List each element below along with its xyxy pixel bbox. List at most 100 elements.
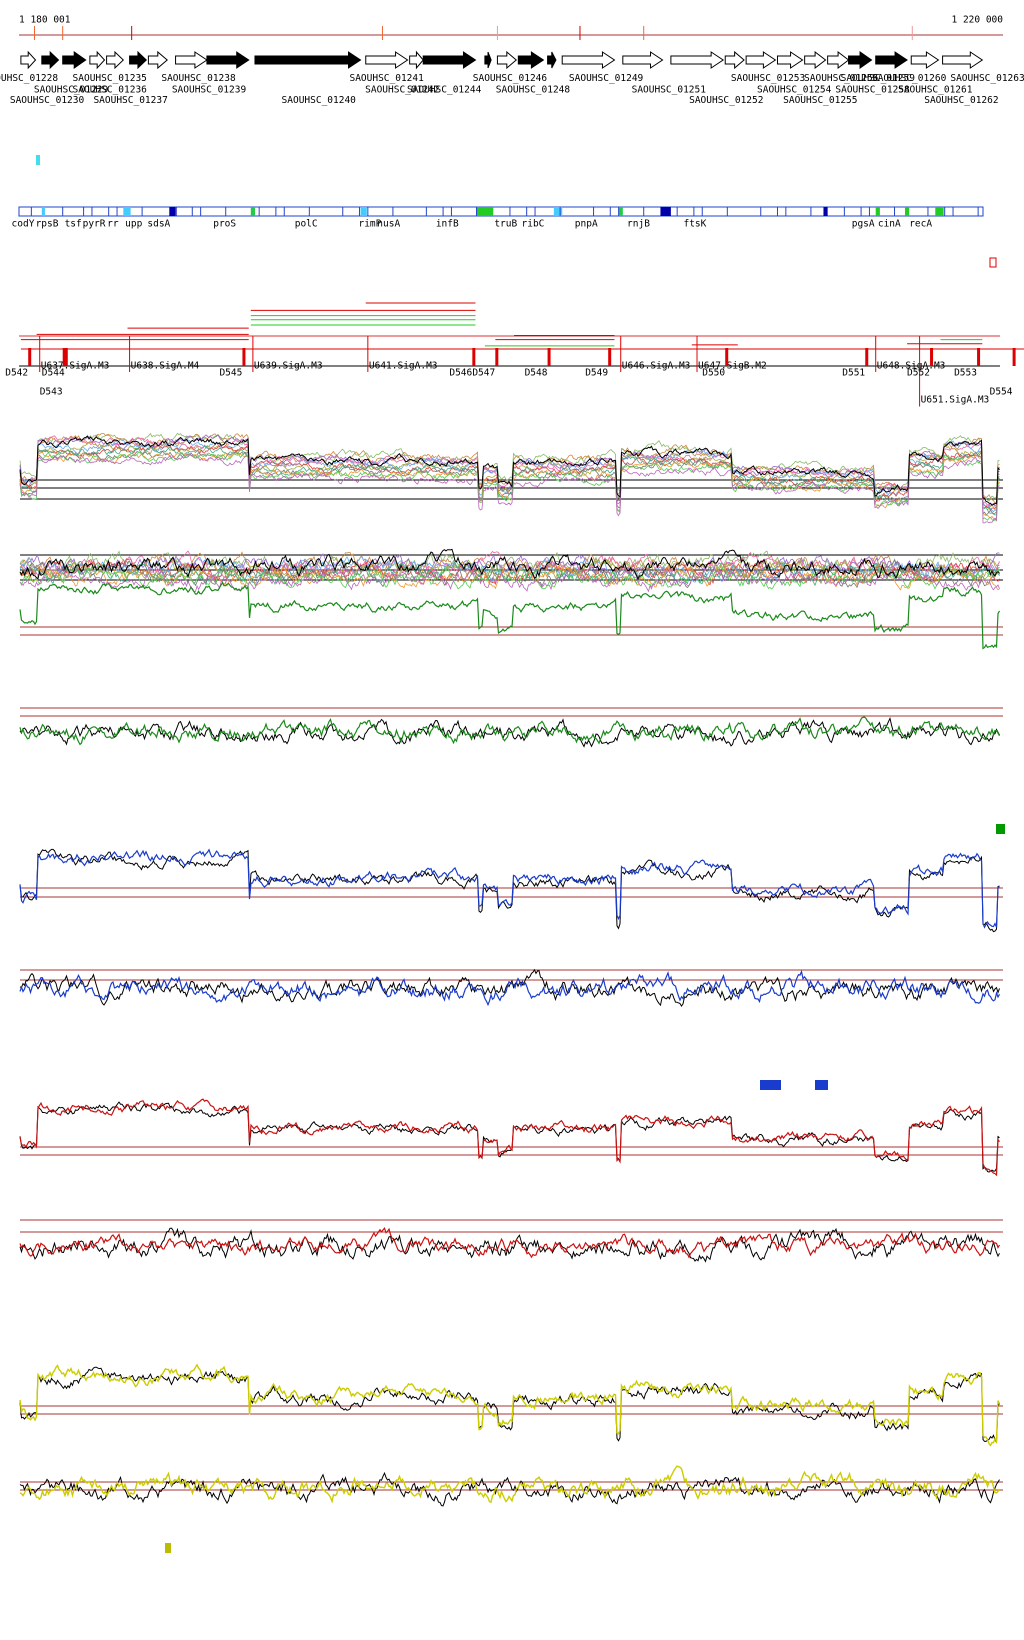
gene-arrow bbox=[724, 50, 745, 70]
operon-block bbox=[618, 207, 623, 216]
gene-label: SAOUHSC_01248 bbox=[496, 84, 571, 95]
operon-block bbox=[476, 207, 487, 216]
signal-trace bbox=[19, 438, 1000, 513]
terminator-label: D548 bbox=[525, 368, 548, 379]
signal-trace bbox=[19, 1098, 1000, 1177]
operon-label: ftsK bbox=[683, 219, 706, 230]
gene-label: SAOUHSC_01254 bbox=[757, 84, 832, 95]
terminator-label: D549 bbox=[585, 368, 608, 379]
terminator-mark bbox=[62, 348, 66, 366]
terminator-label: D552 bbox=[907, 368, 930, 379]
gene-label: SAOUHSC_01241 bbox=[349, 73, 424, 84]
gene-arrow bbox=[776, 51, 804, 69]
operon-block bbox=[486, 207, 494, 216]
operon-label: upp bbox=[125, 219, 142, 230]
gene-arrow bbox=[206, 51, 250, 69]
gene-label: SAOUHSC_01229 bbox=[34, 84, 109, 95]
gene-label: SAOUHSC_01238 bbox=[161, 73, 236, 84]
signal-trace bbox=[19, 1366, 1000, 1444]
gene-arrow bbox=[745, 51, 777, 69]
gene-arrow bbox=[62, 51, 87, 69]
promoter-label: U646.SigA.M3 bbox=[622, 360, 691, 371]
gene-arrow bbox=[827, 50, 850, 70]
operon-label: sdsA bbox=[147, 219, 170, 230]
gene-arrow bbox=[106, 50, 125, 70]
ruler-end: 1 220 000 bbox=[952, 15, 1004, 26]
terminator-label: D542 bbox=[5, 368, 28, 379]
signal-trace bbox=[19, 451, 1000, 522]
gene-arrow bbox=[942, 51, 984, 69]
terminator-mark bbox=[977, 348, 981, 366]
gene-arrow bbox=[561, 51, 616, 69]
gene-label: SAOUHSC_01253 bbox=[731, 73, 805, 84]
signal-trace bbox=[19, 563, 1000, 590]
gene-label: SAOUHSC_01239 bbox=[172, 84, 247, 95]
operon-label: cinA bbox=[878, 219, 901, 230]
terminator-label: D544 bbox=[42, 368, 65, 379]
operon-label: pnpA bbox=[575, 219, 598, 230]
terminator-label: D550 bbox=[702, 368, 725, 379]
terminator-mark bbox=[1012, 348, 1016, 366]
gene-arrow bbox=[41, 50, 60, 70]
gene-arrow bbox=[910, 51, 940, 69]
gene-label: SAOUHSC_01228 bbox=[0, 73, 58, 84]
promoter-label: U638.SigA.M4 bbox=[131, 360, 200, 371]
operon-label: nusA bbox=[377, 219, 400, 230]
signal-trace bbox=[19, 716, 1001, 746]
gene-arrow bbox=[547, 51, 557, 69]
gene-arrow bbox=[409, 50, 424, 70]
gene-label: SAOUHSC_01262 bbox=[924, 95, 998, 106]
operon-block bbox=[123, 207, 131, 216]
promoter-label: U648.SigA.M3 bbox=[877, 360, 946, 371]
gene-label: SAOUHSC_01246 bbox=[473, 73, 548, 84]
operon-bar bbox=[18, 206, 984, 217]
operon-label: pyrR bbox=[83, 219, 106, 230]
signal-trace bbox=[19, 435, 1000, 506]
terminator-mark bbox=[608, 348, 612, 366]
gene-label: SAOUHSC_01255 bbox=[783, 95, 857, 106]
promoter-label: U639.SigA.M3 bbox=[254, 360, 323, 371]
gene-label: SAOUHSC_01258 bbox=[835, 84, 910, 95]
marker bbox=[815, 1080, 828, 1090]
gene-label: SAOUHSC_01252 bbox=[689, 95, 763, 106]
terminator-mark bbox=[725, 348, 729, 366]
operon-block bbox=[360, 207, 367, 216]
gene-label: SAOUHSC_01261 bbox=[898, 84, 973, 95]
gene-label: SAOUHSC_01260 bbox=[872, 73, 947, 84]
operon-label: truB bbox=[494, 219, 517, 230]
operon-block bbox=[41, 207, 45, 216]
signal-trace bbox=[19, 968, 1000, 1008]
gene-arrow bbox=[129, 50, 148, 70]
terminator-label: D545 bbox=[219, 368, 242, 379]
gene-label: SAOUHSC_01259 bbox=[841, 73, 916, 84]
signal-trace bbox=[19, 1101, 1000, 1173]
marker bbox=[36, 155, 40, 165]
terminator-mark bbox=[64, 348, 68, 366]
gene-arrow bbox=[848, 51, 873, 69]
signal-trace bbox=[19, 550, 1000, 581]
terminator-mark bbox=[472, 348, 476, 366]
operon-label: polC bbox=[295, 219, 318, 230]
operon-label: rpsB bbox=[36, 219, 59, 230]
signal-trace bbox=[19, 444, 1000, 512]
gene-label: SAOUHSC_01263 bbox=[950, 73, 1024, 84]
operon-label: recA bbox=[909, 219, 932, 230]
operon-label: ribC bbox=[522, 219, 545, 230]
terminator-label: D547 bbox=[472, 368, 495, 379]
gene-label: SAOUHSC_01240 bbox=[282, 95, 357, 106]
signal-trace bbox=[19, 1226, 1001, 1259]
terminator-label: D553 bbox=[954, 368, 977, 379]
gene-arrow bbox=[20, 50, 37, 70]
gene-arrow bbox=[804, 50, 827, 70]
operon-label: codY bbox=[12, 219, 35, 230]
gene-arrow bbox=[670, 51, 725, 69]
gene-label: SAOUHSC_01235 bbox=[73, 73, 147, 84]
operon-block bbox=[875, 207, 880, 216]
gene-label: SAOUHSC_01249 bbox=[569, 73, 644, 84]
gene-arrow bbox=[875, 51, 908, 69]
promoter-label: U651.SigA.M3 bbox=[921, 395, 990, 406]
operon-block bbox=[250, 207, 255, 216]
terminator-mark bbox=[547, 348, 551, 366]
operon-block bbox=[169, 207, 177, 216]
